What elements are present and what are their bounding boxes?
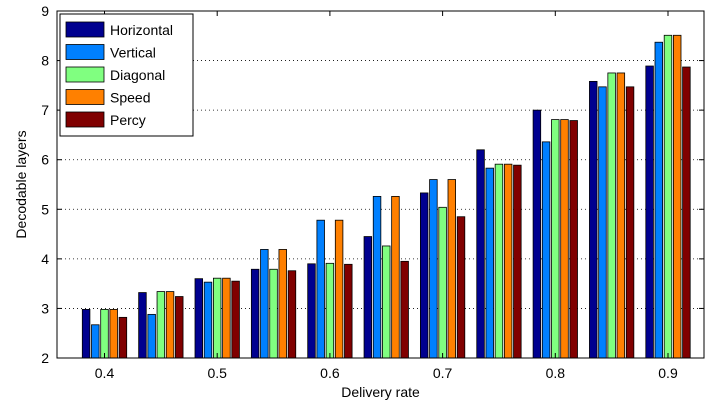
bar-percy bbox=[513, 164, 522, 359]
bar-horizontal bbox=[476, 149, 485, 359]
bar-horizontal bbox=[194, 278, 203, 359]
y-tick-label: 7 bbox=[41, 102, 49, 118]
legend-swatch-diagonal bbox=[65, 66, 105, 83]
bar-speed bbox=[222, 277, 231, 359]
bar-percy bbox=[175, 296, 184, 359]
bar-diagonal bbox=[438, 206, 447, 359]
bar-vertical bbox=[485, 167, 494, 359]
bar-speed bbox=[616, 72, 626, 359]
bar-speed bbox=[165, 291, 175, 359]
bar-horizontal bbox=[363, 236, 373, 359]
legend: Horizontal Vertical Diagonal Speed Percy bbox=[59, 13, 194, 137]
legend-swatch-vertical bbox=[65, 44, 105, 60]
bar-speed bbox=[503, 163, 513, 359]
bar-percy bbox=[569, 120, 578, 359]
bar-vertical bbox=[429, 179, 438, 359]
legend-swatch-speed bbox=[65, 89, 105, 105]
legend-label-percy: Percy bbox=[110, 112, 146, 128]
y-tick-label: 5 bbox=[41, 201, 49, 217]
bar-speed bbox=[278, 249, 287, 359]
bar-diagonal bbox=[325, 262, 335, 359]
bar-horizontal bbox=[645, 65, 654, 359]
bar-speed bbox=[447, 179, 456, 359]
x-tick-label: 0.7 bbox=[433, 365, 453, 381]
legend-label-diagonal: Diagonal bbox=[110, 67, 165, 83]
bar-percy bbox=[456, 216, 466, 359]
bar-percy bbox=[682, 66, 691, 359]
x-tick-label: 0.6 bbox=[320, 365, 340, 381]
y-tick-label: 8 bbox=[41, 53, 49, 69]
x-tick-label: 0.4 bbox=[95, 365, 115, 381]
bar-diagonal bbox=[100, 309, 109, 359]
bar-vertical bbox=[203, 281, 213, 359]
bar-diagonal bbox=[156, 291, 166, 359]
bar-horizontal bbox=[532, 109, 542, 359]
bar-percy bbox=[231, 280, 240, 359]
bar-diagonal bbox=[551, 119, 560, 359]
y-tick-label: 4 bbox=[41, 251, 49, 267]
y-tick-label: 9 bbox=[41, 3, 49, 19]
bar-vertical bbox=[372, 195, 382, 359]
bar-diagonal bbox=[607, 72, 616, 359]
plot-frame bbox=[56, 10, 705, 359]
legend-label-vertical: Vertical bbox=[110, 45, 156, 61]
bar-diagonal bbox=[382, 245, 391, 359]
bar-percy bbox=[400, 260, 409, 359]
bar-horizontal bbox=[419, 192, 429, 359]
y-tick-label: 3 bbox=[41, 300, 49, 316]
bar-diagonal bbox=[663, 34, 673, 359]
bar-percy bbox=[344, 263, 353, 359]
bar-speed bbox=[391, 195, 400, 359]
x-tick-label: 0.8 bbox=[546, 365, 566, 381]
bar-horizontal bbox=[307, 263, 316, 359]
bar-percy bbox=[118, 316, 128, 359]
bar-horizontal bbox=[250, 268, 260, 359]
bar-vertical bbox=[316, 219, 325, 359]
bars bbox=[81, 34, 691, 359]
legend-label-speed: Speed bbox=[110, 90, 150, 106]
bar-vertical bbox=[654, 41, 663, 359]
bar-diagonal bbox=[212, 277, 222, 359]
x-tick-label: 0.9 bbox=[658, 365, 678, 381]
y-axis: 2 3 4 5 6 7 8 9 bbox=[41, 3, 704, 366]
x-axis: 0.4 0.5 0.6 0.7 0.8 0.9 bbox=[95, 11, 678, 381]
legend-swatch-percy bbox=[65, 111, 105, 128]
bar-speed bbox=[109, 309, 118, 359]
bar-diagonal bbox=[269, 268, 278, 359]
bar-speed bbox=[673, 34, 682, 359]
bar-diagonal bbox=[494, 163, 504, 359]
bar-horizontal bbox=[81, 309, 91, 359]
y-tick-label: 6 bbox=[41, 152, 49, 168]
legend-label-horizontal: Horizontal bbox=[110, 22, 173, 38]
bar-vertical bbox=[91, 324, 100, 359]
bar-speed bbox=[560, 119, 569, 359]
bar-speed bbox=[334, 219, 344, 359]
bar-percy bbox=[625, 86, 635, 359]
bar-vertical bbox=[541, 141, 551, 359]
y-axis-title: Decodable layers bbox=[13, 130, 29, 238]
bar-percy bbox=[287, 270, 297, 359]
bar-vertical bbox=[260, 249, 269, 359]
bar-vertical bbox=[147, 313, 156, 359]
bar-horizontal bbox=[138, 292, 147, 359]
y-tick-label: 2 bbox=[41, 350, 49, 366]
x-axis-title: Delivery rate bbox=[341, 384, 420, 400]
bar-vertical bbox=[598, 86, 607, 359]
legend-swatch-horizontal bbox=[65, 21, 105, 38]
bar-horizontal bbox=[589, 80, 598, 359]
x-tick-label: 0.5 bbox=[207, 365, 227, 381]
